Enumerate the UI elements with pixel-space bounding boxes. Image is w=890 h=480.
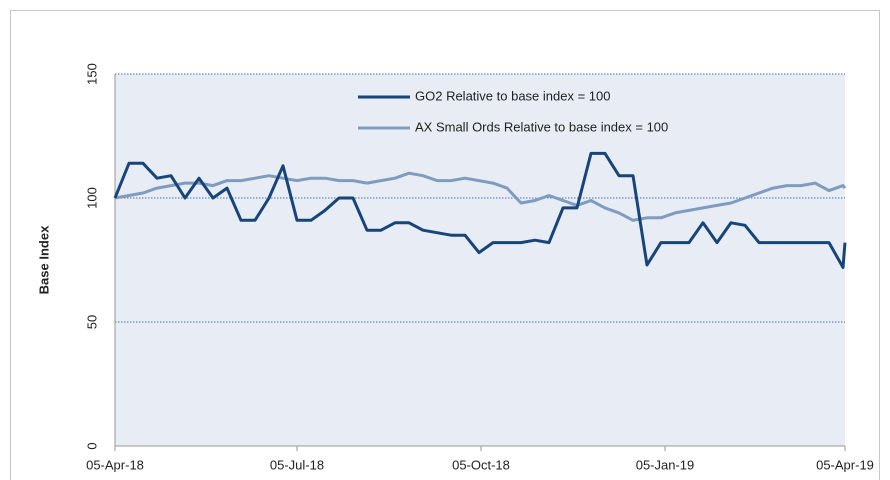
y-axis-title: Base Index bbox=[36, 225, 51, 294]
series-line bbox=[114, 171, 847, 222]
y-tick-label: 0 bbox=[84, 442, 99, 449]
x-tick-label: 05-Apr-19 bbox=[816, 457, 874, 472]
frame bbox=[10, 10, 880, 480]
x-tick-label: 05-Jul-18 bbox=[270, 457, 324, 472]
x-tick-label: 05-Jan-19 bbox=[636, 457, 695, 472]
x-tick-label: 05-Apr-18 bbox=[86, 457, 144, 472]
x-tick-label: 05-Oct-18 bbox=[452, 457, 510, 472]
legend-label: AX Small Ords Relative to base index = 1… bbox=[415, 119, 668, 134]
plot-area bbox=[115, 74, 845, 446]
series-line bbox=[113, 151, 847, 269]
y-tick-label: 50 bbox=[84, 315, 99, 329]
y-tick-label: 100 bbox=[84, 187, 99, 209]
y-tick-label: 150 bbox=[84, 63, 99, 85]
legend-label: GO2 Relative to base index = 100 bbox=[415, 88, 610, 103]
